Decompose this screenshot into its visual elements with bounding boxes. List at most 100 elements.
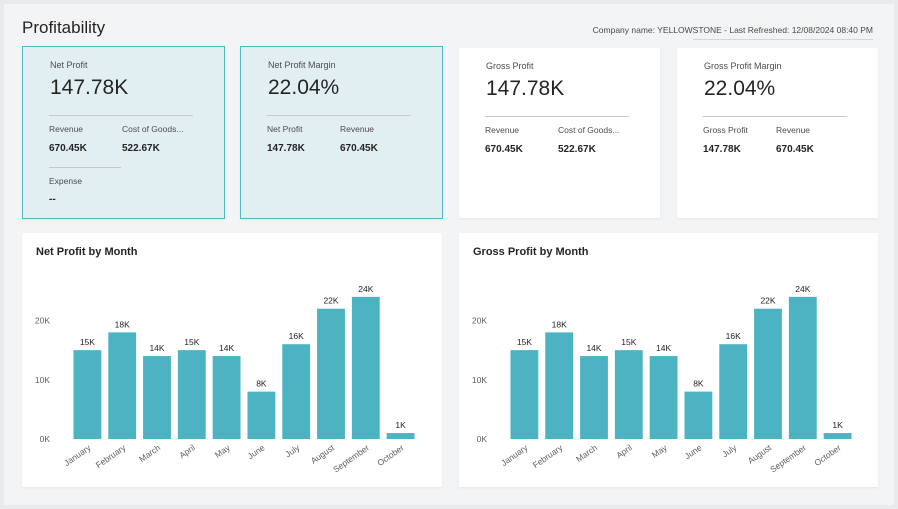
chart-card-gross-profit[interactable]: Gross Profit by Month 0K 10K 20K 15K January… — [459, 233, 878, 487]
kpi-sub-value: 147.78K — [703, 144, 741, 155]
x-tick-label: February — [531, 442, 565, 470]
y-tick-label: 20K — [472, 316, 487, 326]
x-tick-label: June — [246, 442, 267, 461]
x-tick-label: March — [574, 442, 599, 464]
bar-september — [788, 296, 817, 439]
kpi-sub-label: Revenue — [340, 124, 375, 134]
kpi-sub-label: Revenue — [49, 124, 84, 134]
chart-title: Net Profit by Month — [36, 246, 138, 258]
kpi-sub-label: Gross Profit — [703, 125, 748, 135]
x-tick-label: April — [614, 442, 634, 460]
page-title: Profitability — [22, 18, 106, 37]
data-label: 22K — [323, 296, 338, 306]
x-tick-label: July — [720, 442, 739, 459]
kpi-divider — [703, 116, 847, 117]
kpi-value: 147.78K — [486, 77, 565, 100]
refresh-divider — [693, 39, 873, 40]
dashboard-page: Profitability Company name: YELLOWSTONE … — [4, 4, 894, 505]
x-tick-label: March — [137, 442, 162, 464]
kpi-sub-value: 670.45K — [485, 144, 523, 155]
x-tick-label: February — [94, 442, 128, 470]
kpi-sub-label: Cost of Goods... — [558, 125, 620, 135]
kpi-card-net-profit-margin[interactable]: Net Profit Margin 22.04% Net Profit Reve… — [240, 46, 443, 219]
kpi-value: 147.78K — [50, 76, 129, 99]
kpi-divider — [267, 115, 411, 116]
x-tick-label: August — [309, 442, 337, 466]
kpi-label: Net Profit Margin — [268, 60, 336, 70]
data-label: 14K — [586, 343, 601, 353]
kpi-label: Gross Profit Margin — [704, 61, 782, 71]
kpi-card-gross-profit-margin[interactable]: Gross Profit Margin 22.04% Gross Profit … — [677, 48, 878, 218]
net-profit-bar-chart: 0K 10K 20K 15K January 18K February 14K March 15K… — [35, 284, 415, 474]
y-tick-label: 0K — [40, 434, 51, 444]
kpi-sub-value: 670.45K — [49, 143, 87, 154]
data-label: 24K — [358, 284, 373, 294]
bar-april — [614, 350, 643, 439]
bar-august — [317, 308, 345, 439]
kpi-sub-value: 670.45K — [776, 144, 814, 155]
y-tick-label: 10K — [472, 375, 487, 385]
data-label: 14K — [219, 343, 234, 353]
x-tick-label: September — [768, 442, 808, 474]
bar-june — [247, 391, 276, 439]
kpi-sub-value: 147.78K — [267, 143, 305, 154]
data-label: 1K — [832, 420, 843, 430]
bar-october — [386, 433, 415, 439]
x-tick-label: January — [499, 442, 530, 468]
gross-profit-bar-chart: 0K 10K 20K 15K January 18K February 14K March 15K… — [472, 284, 852, 474]
bar-january — [73, 350, 102, 439]
bar-april — [177, 350, 206, 439]
data-label: 22K — [760, 296, 775, 306]
bar-july — [282, 344, 311, 439]
data-label: 8K — [256, 379, 267, 389]
data-label: 16K — [289, 331, 304, 341]
bar-september — [351, 296, 380, 439]
bar-june — [684, 391, 713, 439]
kpi-label: Net Profit — [50, 60, 88, 70]
x-tick-label: April — [177, 442, 197, 460]
bar-may — [212, 356, 241, 439]
bar-march — [143, 356, 171, 439]
x-tick-label: January — [62, 442, 93, 468]
x-tick-label: October — [375, 442, 406, 468]
x-tick-label: June — [683, 442, 704, 461]
kpi-divider — [49, 167, 121, 168]
kpi-label: Gross Profit — [486, 61, 534, 71]
bar-january — [510, 350, 539, 439]
kpi-value: 22.04% — [704, 77, 776, 100]
bar-february — [545, 332, 574, 439]
kpi-sub-value: 522.67K — [558, 144, 596, 155]
bar-may — [649, 356, 678, 439]
data-label: 15K — [184, 337, 199, 347]
y-tick-label: 10K — [35, 375, 50, 385]
bar-march — [580, 356, 608, 439]
kpi-card-net-profit[interactable]: Net Profit 147.78K Revenue Cost of Goods… — [22, 46, 225, 219]
kpi-value: 22.04% — [268, 76, 340, 99]
kpi-sub-label: Cost of Goods... — [122, 124, 184, 134]
data-label: 15K — [517, 337, 532, 347]
refresh-info: Company name: YELLOWSTONE - Last Refresh… — [592, 25, 873, 35]
x-tick-label: May — [650, 442, 670, 460]
bar-february — [108, 332, 137, 439]
kpi-sub-label: Revenue — [776, 125, 811, 135]
data-label: 15K — [80, 337, 95, 347]
kpi-sub-value: 522.67K — [122, 143, 160, 154]
x-tick-label: May — [213, 442, 233, 460]
kpi-divider — [485, 116, 629, 117]
chart-card-net-profit[interactable]: Net Profit by Month 0K 10K 20K 15K January 18… — [22, 233, 442, 487]
bar-october — [823, 433, 852, 439]
data-label: 8K — [693, 379, 704, 389]
y-tick-label: 20K — [35, 316, 50, 326]
data-label: 1K — [395, 420, 406, 430]
data-label: 14K — [149, 343, 164, 353]
data-label: 15K — [621, 337, 636, 347]
data-label: 18K — [115, 319, 130, 329]
data-label: 24K — [795, 284, 810, 294]
bar-august — [754, 308, 782, 439]
kpi-sub-value: 670.45K — [340, 143, 378, 154]
chart-title: Gross Profit by Month — [473, 246, 589, 258]
data-label: 14K — [656, 343, 671, 353]
data-label: 18K — [552, 319, 567, 329]
kpi-card-gross-profit[interactable]: Gross Profit 147.78K Revenue Cost of Goo… — [459, 48, 660, 218]
x-tick-label: August — [746, 442, 774, 466]
